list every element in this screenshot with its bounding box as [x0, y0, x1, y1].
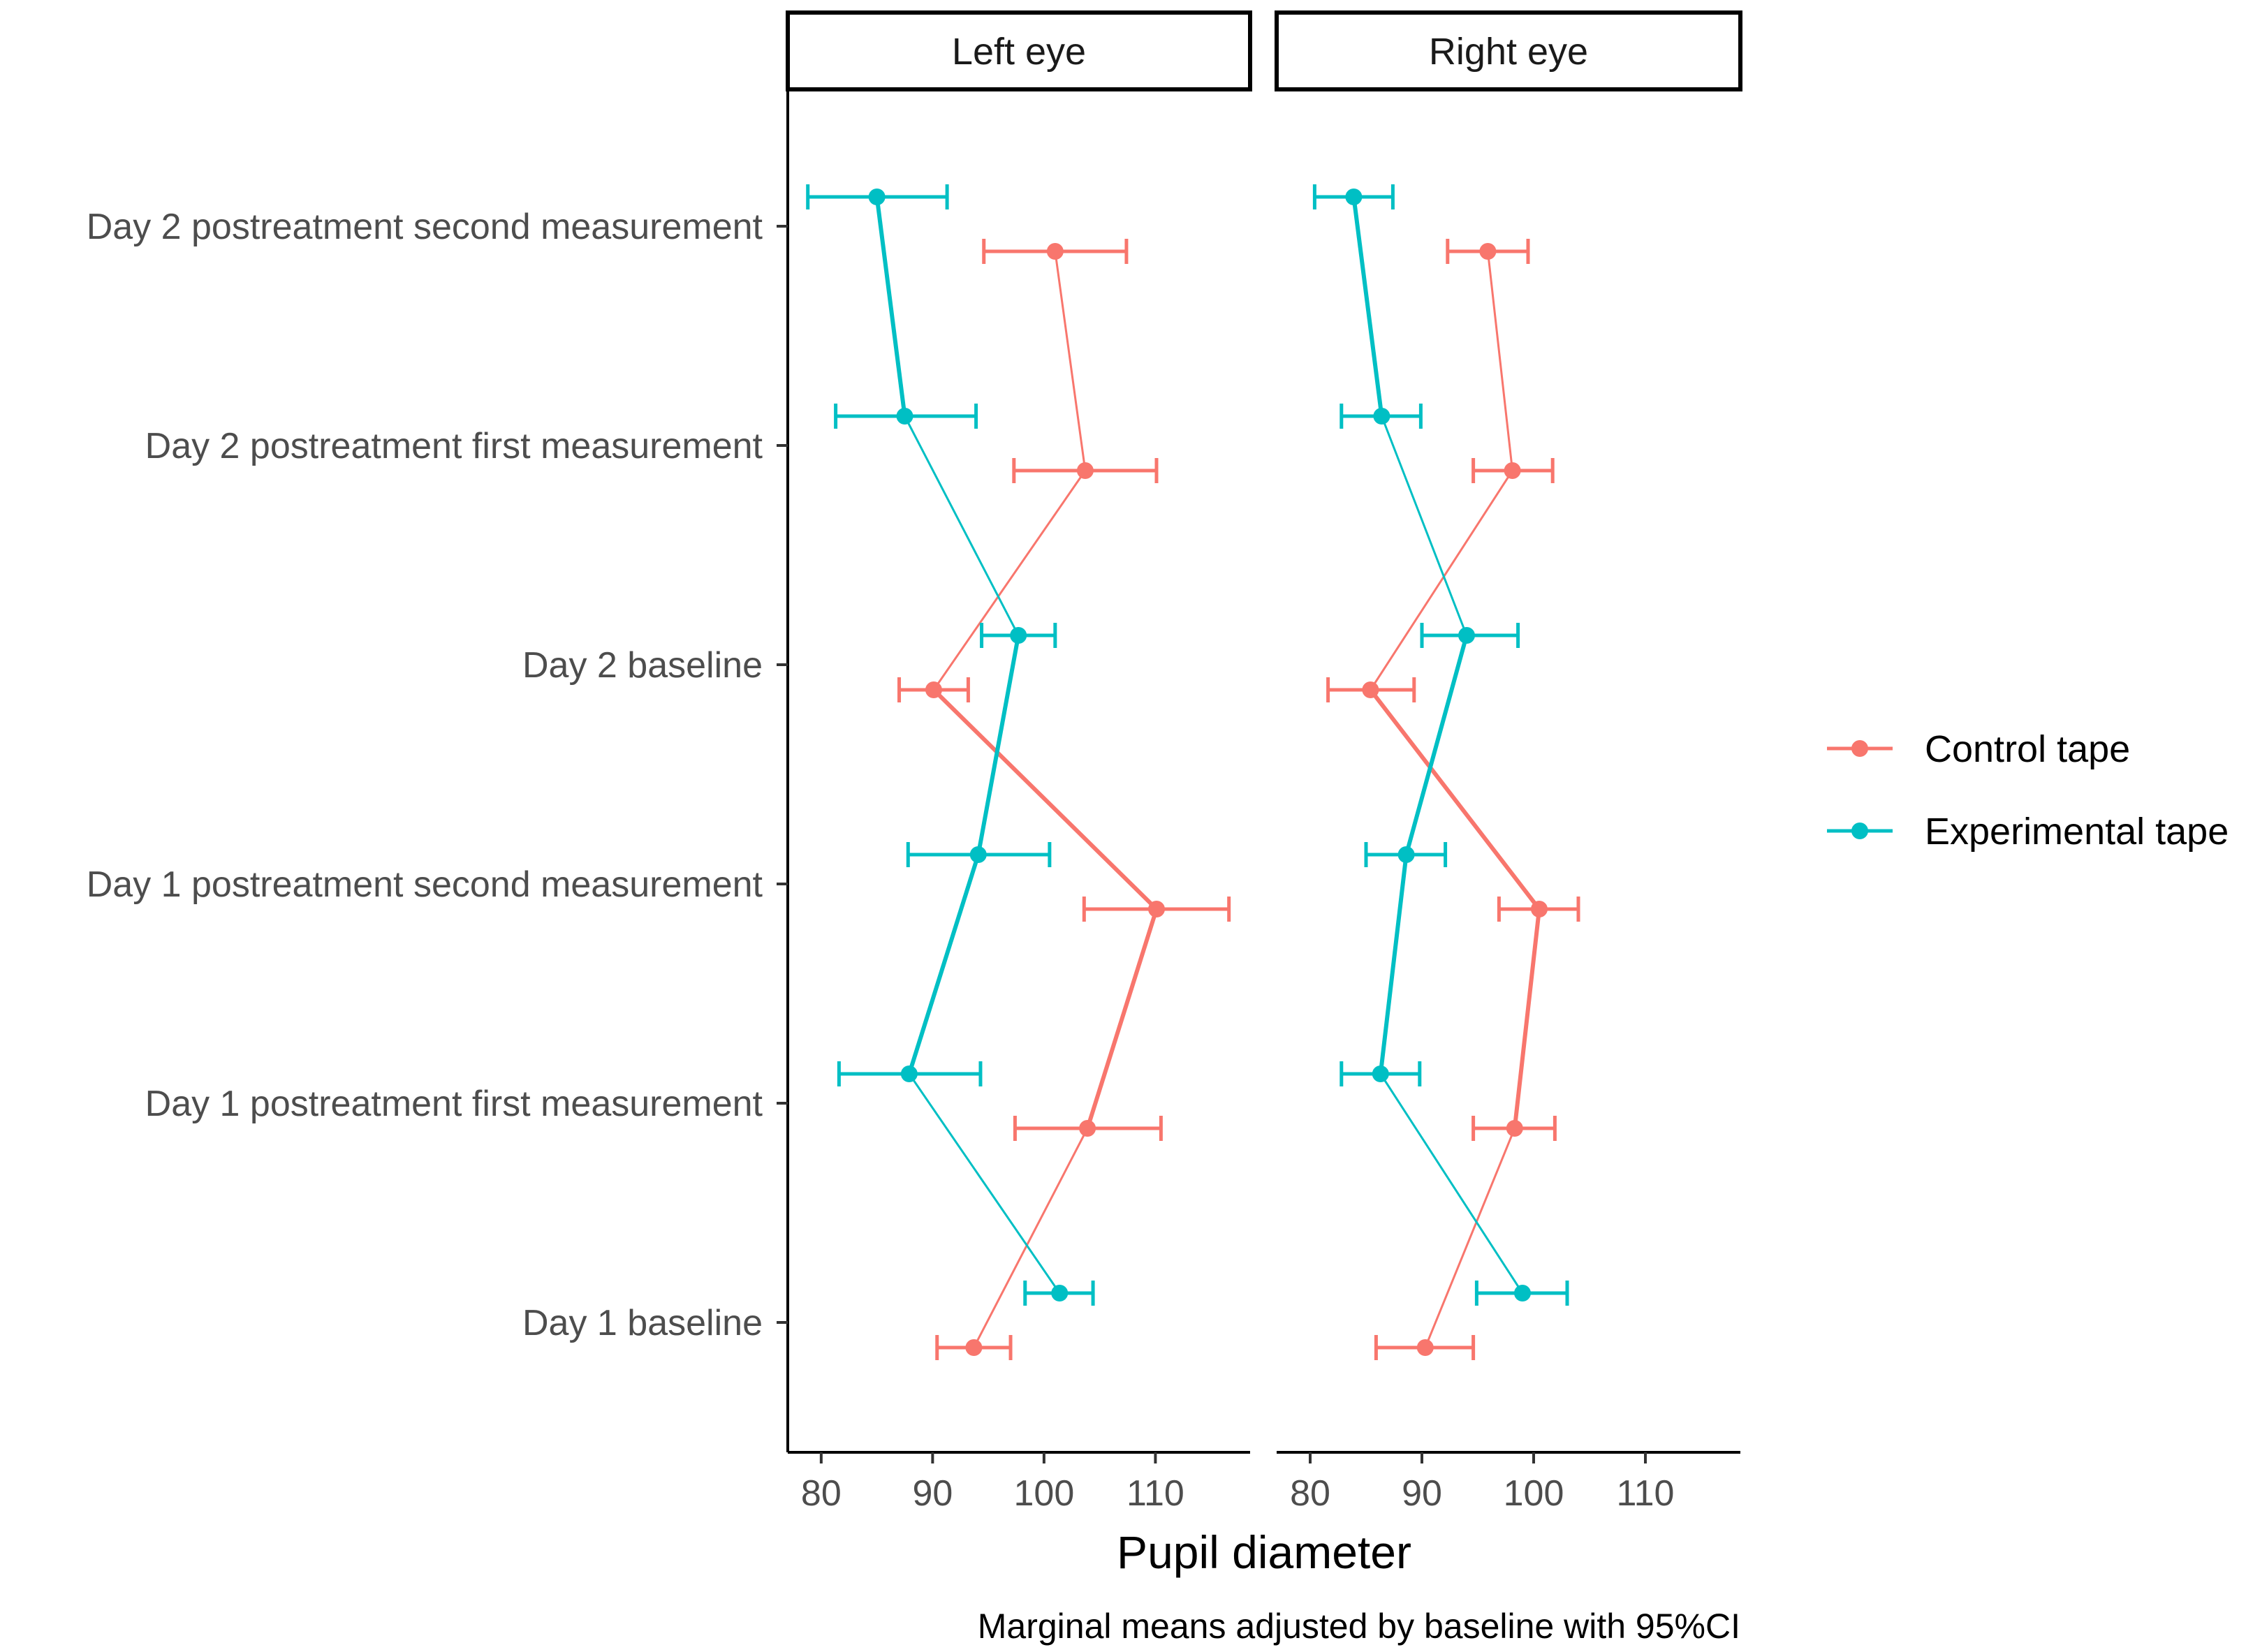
- legend: Control tape Experimental tape: [1827, 728, 2229, 853]
- point-experimental-tape-left-eye-4: [896, 408, 913, 425]
- x-tick-label: 100: [1504, 1473, 1564, 1514]
- series-line-experimental-tape-left-eye: [874, 196, 907, 417]
- facet-label-left-eye: Left eye: [952, 31, 1086, 73]
- legend-item-control-tape: Control tape: [1827, 728, 2130, 770]
- point-experimental-tape-left-eye-2: [969, 846, 987, 863]
- y-tick-label: Day 1 baseline: [522, 1303, 763, 1343]
- point-experimental-tape-right-eye-1: [1372, 1065, 1389, 1082]
- series-line-control-tape-right-eye: [1370, 470, 1513, 691]
- series-lines-layer: [874, 196, 1541, 1348]
- series-line-experimental-tape-left-eye: [908, 1073, 1061, 1294]
- series-line-experimental-tape-right-eye: [1381, 415, 1468, 636]
- point-control-tape-left-eye-3: [925, 681, 942, 698]
- legend-key-point: [1851, 740, 1868, 757]
- x-tick-label: 80: [801, 1473, 842, 1514]
- series-line-control-tape-right-eye: [1512, 908, 1541, 1129]
- series-line-control-tape-left-eye: [932, 688, 1159, 911]
- facet-strip-left-eye: [786, 10, 1252, 91]
- axes-layer: Left eye Right eye 80 90 100 110 80 90 100 110 Day…: [87, 10, 1742, 1514]
- x-tick-label: 110: [1126, 1473, 1184, 1514]
- point-experimental-tape-right-eye-0: [1514, 1285, 1531, 1301]
- facet-label-right-eye: Right eye: [1429, 31, 1588, 73]
- legend-key-point: [1851, 823, 1868, 839]
- series-line-control-tape-left-eye: [1054, 251, 1087, 471]
- series-line-experimental-tape-left-eye: [907, 854, 981, 1075]
- point-control-tape-left-eye-2: [1148, 901, 1166, 917]
- point-control-tape-right-eye-1: [1506, 1120, 1523, 1137]
- series-line-control-tape-right-eye: [1424, 1128, 1516, 1348]
- legend-item-experimental-tape: Experimental tape: [1827, 811, 2229, 853]
- point-control-tape-right-eye-4: [1504, 462, 1521, 479]
- series-line-control-tape-right-eye: [1486, 251, 1514, 471]
- series-line-experimental-tape-right-eye: [1378, 854, 1409, 1075]
- y-tick-label: Day 2 postreatment first measurement: [145, 426, 763, 466]
- point-control-tape-left-eye-1: [1079, 1120, 1096, 1137]
- point-control-tape-right-eye-5: [1479, 243, 1497, 260]
- series-line-experimental-tape-right-eye: [1379, 1073, 1524, 1294]
- point-experimental-tape-right-eye-5: [1345, 189, 1363, 205]
- series-line-experimental-tape-right-eye: [1351, 196, 1384, 417]
- point-experimental-tape-right-eye-3: [1458, 627, 1475, 644]
- legend-label: Control tape: [1925, 728, 2130, 770]
- point-experimental-tape-left-eye-5: [868, 189, 886, 205]
- facet-strip-right-eye: [1275, 10, 1742, 91]
- point-experimental-tape-left-eye-1: [900, 1065, 918, 1082]
- point-control-tape-left-eye-4: [1076, 462, 1094, 479]
- point-control-tape-left-eye-5: [1046, 243, 1064, 260]
- series-line-experimental-tape-left-eye: [976, 635, 1021, 855]
- x-tick-label: 80: [1290, 1473, 1330, 1514]
- point-experimental-tape-left-eye-0: [1051, 1285, 1069, 1301]
- point-experimental-tape-left-eye-3: [1010, 627, 1027, 644]
- series-line-control-tape-left-eye: [973, 1128, 1089, 1348]
- series-line-control-tape-left-eye: [932, 470, 1087, 691]
- series-line-experimental-tape-right-eye: [1404, 635, 1469, 855]
- x-tick-label: 90: [1402, 1473, 1442, 1514]
- point-control-tape-right-eye-0: [1416, 1339, 1434, 1356]
- x-tick-label: 90: [912, 1473, 953, 1514]
- series-line-control-tape-right-eye: [1369, 688, 1541, 910]
- series-line-control-tape-left-eye: [1085, 908, 1159, 1129]
- point-experimental-tape-right-eye-4: [1373, 408, 1390, 425]
- series-line-experimental-tape-left-eye: [904, 415, 1020, 636]
- chart-caption: Marginal means adjusted by baseline with…: [978, 1607, 1740, 1646]
- legend-label: Experimental tape: [1925, 811, 2229, 853]
- point-control-tape-left-eye-0: [965, 1339, 983, 1356]
- x-axis-title: Pupil diameter: [1117, 1526, 1411, 1578]
- point-control-tape-right-eye-2: [1531, 901, 1548, 917]
- series-marks-layer: [806, 184, 1580, 1360]
- y-tick-label: Day 2 postreatment second measurement: [87, 207, 763, 247]
- point-control-tape-right-eye-3: [1362, 681, 1379, 698]
- y-tick-label: Day 1 postreatment second measurement: [87, 864, 763, 905]
- y-tick-label: Day 2 baseline: [522, 645, 763, 686]
- x-tick-label: 100: [1014, 1473, 1075, 1514]
- point-experimental-tape-right-eye-2: [1397, 846, 1415, 863]
- x-tick-label: 110: [1617, 1473, 1675, 1514]
- y-tick-label: Day 1 postreatment first measurement: [145, 1084, 763, 1124]
